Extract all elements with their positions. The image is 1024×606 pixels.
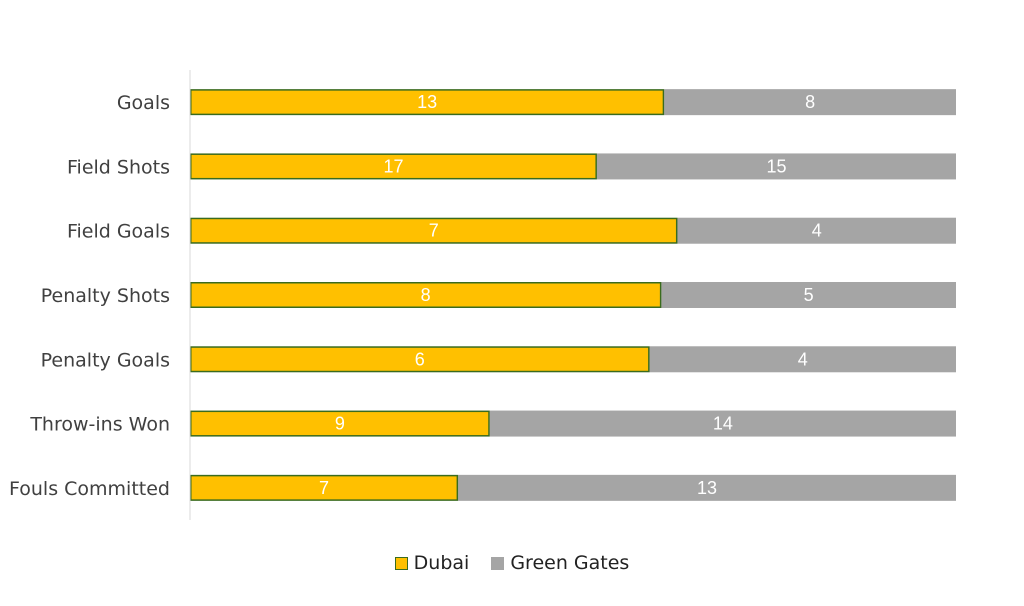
legend-label-dubai: Dubai	[413, 552, 470, 574]
legend-swatch-green-gates	[491, 556, 505, 570]
data-label-green-gates-throw-ins-won: 14	[713, 414, 733, 434]
data-label-green-gates-penalty-shots: 5	[804, 285, 814, 305]
bars-layer: 13 8 Goals 17 15 Field Shots 7 4 Field Goals 8 5 Pe…	[9, 89, 956, 501]
bar-green-gates-penalty-shots	[661, 282, 956, 308]
legend-item-green-gates: Green Gates	[491, 552, 629, 574]
bar-dubai-field-shots	[190, 153, 597, 180]
data-label-dubai-field-goals: 7	[429, 221, 439, 241]
category-label-goals: Goals	[117, 92, 170, 114]
data-label-dubai-penalty-shots: 8	[421, 285, 431, 305]
data-label-dubai-field-shots: 17	[383, 156, 403, 176]
category-label-penalty-shots: Penalty Shots	[41, 285, 170, 307]
bar-dubai-penalty-shots	[190, 282, 662, 308]
data-label-green-gates-field-shots: 15	[766, 156, 786, 176]
data-label-green-gates-penalty-goals: 4	[798, 349, 808, 369]
bar-green-gates-field-goals	[677, 217, 956, 244]
category-label-penalty-goals: Penalty Goals	[41, 349, 170, 371]
bar-dubai-throw-ins-won	[190, 410, 490, 437]
legend: Dubai Green Gates	[0, 552, 1024, 574]
bar-green-gates-penalty-goals	[649, 346, 956, 373]
category-label-field-shots: Field Shots	[67, 156, 170, 178]
legend-swatch-dubai	[394, 556, 408, 570]
bar-dubai-goals	[190, 89, 665, 116]
data-label-dubai-penalty-goals: 6	[415, 349, 425, 369]
category-label-throw-ins-won: Throw-ins Won	[29, 414, 170, 436]
bar-dubai-fouls-committed	[190, 474, 459, 501]
data-label-green-gates-field-goals: 4	[812, 221, 822, 241]
data-label-dubai-throw-ins-won: 9	[335, 414, 345, 434]
bar-dubai-penalty-goals	[190, 346, 650, 373]
legend-label-green-gates: Green Gates	[510, 552, 630, 574]
bar-green-gates-field-shots	[596, 153, 956, 180]
data-label-dubai-fouls-committed: 7	[319, 478, 329, 498]
category-label-field-goals: Field Goals	[67, 221, 170, 243]
data-label-green-gates-fouls-committed: 13	[697, 478, 717, 498]
bar-green-gates-throw-ins-won	[489, 410, 956, 437]
category-label-fouls-committed: Fouls Committed	[9, 478, 170, 500]
bar-green-gates-goals	[664, 89, 956, 116]
legend-item-dubai: Dubai	[394, 552, 470, 574]
bar-dubai-field-goals	[190, 217, 678, 244]
bar-green-gates-fouls-committed	[458, 474, 956, 501]
data-label-dubai-goals: 13	[417, 92, 437, 112]
data-label-green-gates-goals: 8	[805, 92, 815, 112]
